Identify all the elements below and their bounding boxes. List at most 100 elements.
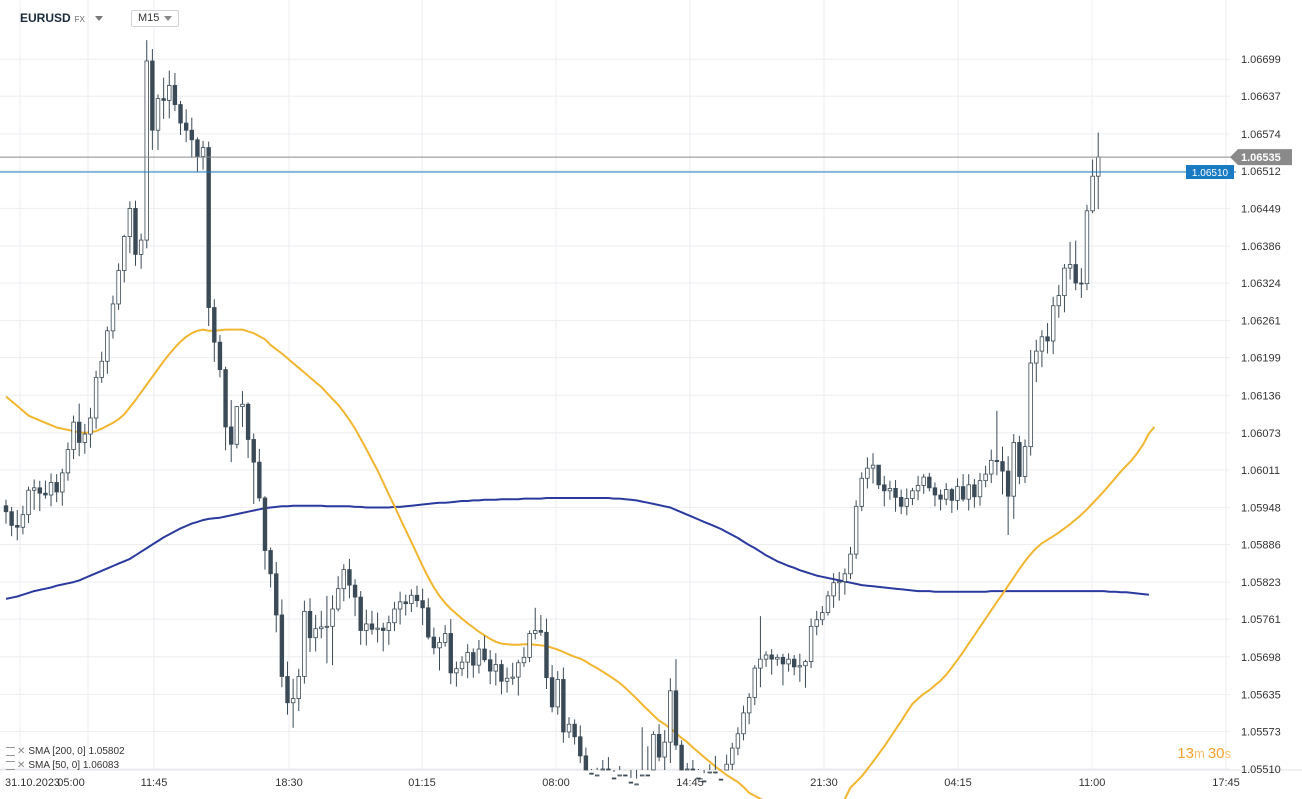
candle-body <box>245 403 251 440</box>
candle <box>189 117 194 158</box>
candle <box>820 606 825 626</box>
settings-icon[interactable] <box>6 746 15 756</box>
candle-body <box>876 464 881 486</box>
candle <box>600 760 605 771</box>
candle-body <box>673 690 679 746</box>
candle <box>274 561 279 633</box>
candle <box>566 717 572 738</box>
candle-body <box>212 307 217 343</box>
candle <box>60 468 65 506</box>
candle-body <box>724 763 729 771</box>
candle <box>195 137 200 172</box>
x-tick-label: 08:00 <box>542 777 570 789</box>
candle-body <box>1073 264 1078 284</box>
candle <box>1096 132 1101 210</box>
candle-body <box>37 487 42 494</box>
candle-body <box>335 588 341 610</box>
candle <box>690 760 696 771</box>
candle <box>701 770 707 783</box>
candle-body <box>921 476 926 486</box>
candle <box>853 500 859 559</box>
candle-body <box>853 505 859 555</box>
candle-body <box>1017 442 1022 477</box>
candle-body <box>161 98 166 101</box>
candle-body <box>414 594 420 602</box>
candle <box>105 326 110 374</box>
timeframe-label: M15 <box>138 12 160 24</box>
candle <box>634 770 639 786</box>
candle-body <box>54 482 59 493</box>
y-tick-label: 1.05698 <box>1241 652 1281 664</box>
candle-body <box>172 85 178 105</box>
candle-body <box>217 341 223 371</box>
candle <box>150 49 155 150</box>
indicator-sma200[interactable]: ✕ SMA [200, 0] 1.05802 <box>6 746 125 757</box>
y-tick-label: 1.05510 <box>1241 764 1281 776</box>
candle-body <box>797 665 803 668</box>
candle-body <box>183 122 189 131</box>
candle <box>842 568 848 595</box>
candle-body <box>741 712 746 735</box>
x-tick-label: 04:15 <box>944 777 972 789</box>
candle-body <box>381 627 386 631</box>
candle-body <box>938 494 943 500</box>
candle <box>516 659 521 696</box>
candle <box>769 649 774 675</box>
x-tick-label: 01:15 <box>408 777 436 789</box>
candle-body <box>893 488 898 498</box>
candle <box>561 667 566 743</box>
candle-body <box>448 633 453 674</box>
candle <box>88 407 93 448</box>
timeframe-selector[interactable]: M15 <box>131 10 180 27</box>
candle-body <box>482 648 487 661</box>
candle <box>741 705 746 741</box>
candle <box>960 474 966 502</box>
candle-body <box>572 723 577 738</box>
candle <box>381 622 386 652</box>
candle <box>504 667 510 693</box>
candle <box>482 635 487 663</box>
x-tick-label: 14:45 <box>676 777 704 789</box>
candle-body <box>859 477 864 507</box>
candle-body <box>1084 210 1090 285</box>
candle <box>245 402 251 458</box>
candle <box>1056 284 1062 318</box>
close-icon[interactable]: ✕ <box>17 760 26 771</box>
candle <box>302 600 307 684</box>
candle-body <box>668 690 673 743</box>
candle-body <box>240 403 245 408</box>
candle-body <box>538 630 544 633</box>
indicator-sma50[interactable]: ✕ SMA [50, 0] 1.06083 <box>6 760 119 771</box>
candle-body <box>358 596 363 631</box>
candle <box>48 473 54 507</box>
symbol-selector[interactable]: EURUSD FX <box>20 11 103 25</box>
candle-body <box>1000 461 1005 472</box>
candle <box>1017 435 1022 485</box>
candle-body <box>1034 350 1039 364</box>
candle-body <box>533 630 538 634</box>
candle <box>713 755 718 774</box>
candle-body <box>296 676 301 699</box>
candle-body <box>583 755 589 771</box>
candle-body <box>20 514 26 528</box>
settings-icon[interactable] <box>6 760 15 770</box>
candle <box>397 591 403 625</box>
candle <box>707 764 712 774</box>
candle <box>848 546 853 580</box>
candle-body <box>409 594 414 605</box>
candle-body <box>701 780 707 783</box>
symbol-name: EURUSD <box>20 11 71 25</box>
candle <box>949 487 955 513</box>
candle <box>932 482 938 507</box>
candle <box>155 94 161 150</box>
candle <box>921 474 926 494</box>
candle <box>172 72 178 112</box>
close-icon[interactable]: ✕ <box>17 746 26 757</box>
y-tick-label: 1.05635 <box>1241 689 1281 701</box>
candle <box>426 598 431 640</box>
candle-body <box>651 733 656 771</box>
candle-body <box>420 600 425 609</box>
candle <box>825 591 831 616</box>
candle-body <box>375 627 380 630</box>
